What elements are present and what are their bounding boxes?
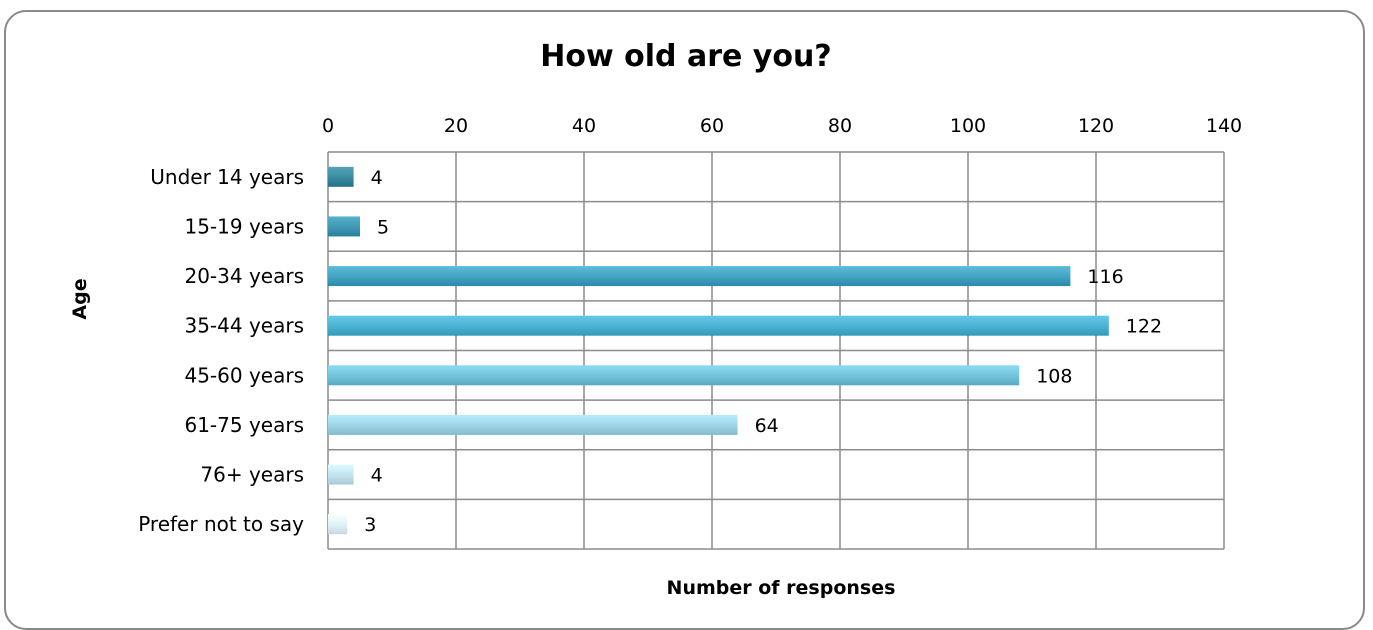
bar (328, 315, 1109, 336)
category-label: 61-75 years (184, 413, 304, 437)
x-tick-label: 20 (444, 115, 468, 137)
value-label: 3 (364, 514, 376, 536)
value-label: 116 (1087, 266, 1123, 288)
category-label: 45-60 years (184, 363, 304, 387)
bar (328, 266, 1071, 287)
category-label: 76+ years (200, 463, 304, 487)
bar (328, 414, 738, 435)
x-tick-label: 120 (1078, 115, 1114, 137)
bars (328, 166, 1109, 535)
category-label: 35-44 years (184, 314, 304, 338)
category-label: Under 14 years (150, 165, 304, 189)
x-tick-label: 0 (322, 115, 334, 137)
bar (328, 166, 354, 187)
bar-chart: How old are you? 0 20 40 60 80 100 120 140 Unde… (69, 39, 1242, 599)
x-tick-label: 40 (572, 115, 596, 137)
chart-title: How old are you? (540, 39, 831, 74)
value-labels: 4 5 116 122 108 64 4 3 (364, 167, 1162, 536)
category-label: 20-34 years (184, 264, 304, 288)
grid (327, 151, 1225, 550)
x-tick-label: 60 (700, 115, 724, 137)
value-label: 108 (1036, 365, 1072, 387)
value-label: 5 (377, 216, 389, 238)
value-label: 4 (371, 167, 383, 189)
x-tick-labels: 0 20 40 60 80 100 120 140 (322, 115, 1242, 137)
bar (328, 464, 354, 485)
x-axis-title: Number of responses (667, 577, 896, 599)
bar (328, 514, 348, 535)
bar (328, 216, 360, 237)
category-label: Prefer not to say (138, 512, 304, 536)
x-tick-label: 80 (828, 115, 852, 137)
category-labels: Under 14 years 15-19 years 20-34 years 35-4… (138, 165, 304, 536)
y-axis-title: Age (69, 278, 91, 319)
value-label: 4 (371, 465, 383, 487)
bar (328, 365, 1020, 386)
x-tick-label: 100 (950, 115, 986, 137)
value-label: 64 (755, 415, 779, 437)
category-label: 15-19 years (184, 214, 304, 238)
value-label: 122 (1126, 316, 1162, 338)
x-tick-label: 140 (1206, 115, 1242, 137)
